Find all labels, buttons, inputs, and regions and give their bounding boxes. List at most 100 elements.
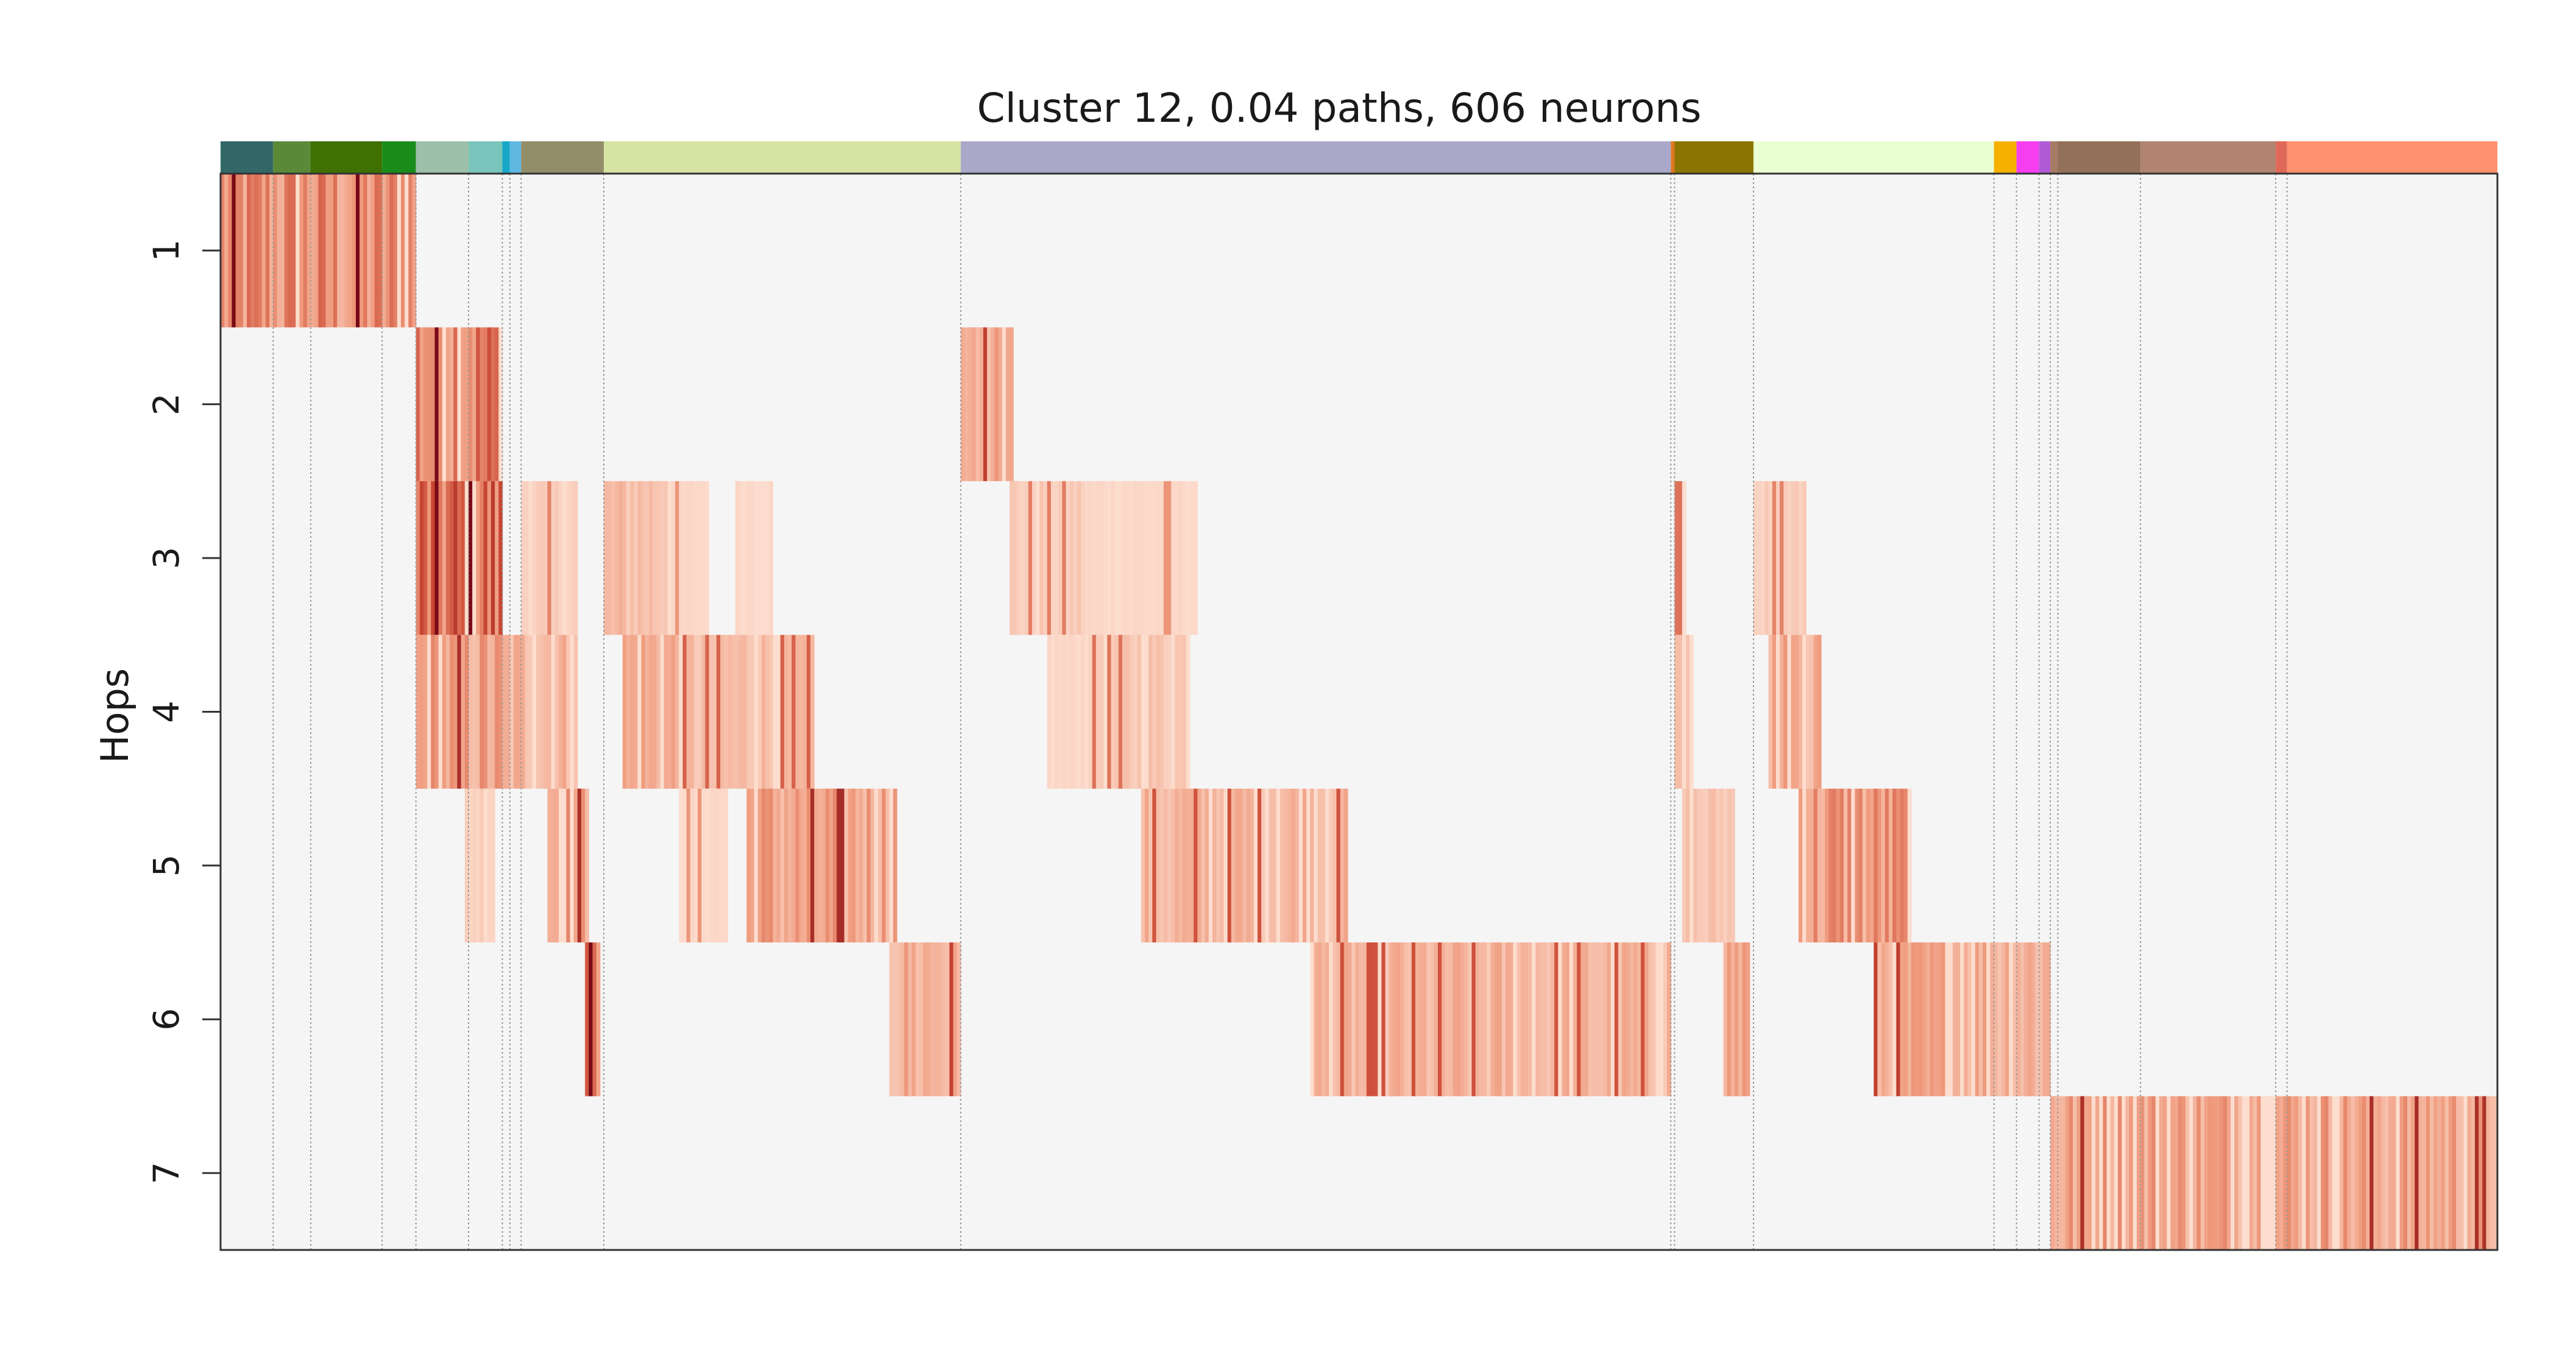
heatmap-cell — [2388, 1096, 2393, 1250]
heatmap-cell — [727, 635, 732, 789]
heatmap-cell — [1163, 635, 1168, 789]
heatmap-cell — [1310, 788, 1315, 943]
heatmap-cell — [2313, 1096, 2318, 1250]
heatmap-cell — [2245, 1096, 2250, 1250]
heatmap-cell — [1010, 327, 1014, 481]
heatmap-cell — [337, 174, 341, 328]
heatmap-cell — [1081, 635, 1085, 789]
heatmap-cell — [318, 174, 323, 328]
heatmap-cell — [762, 481, 766, 635]
heatmap-cell — [694, 788, 698, 943]
heatmap-cell — [1159, 635, 1164, 789]
heatmap-cell — [1716, 788, 1721, 943]
heatmap-cell — [1813, 788, 1818, 943]
heatmap-cell — [698, 635, 702, 789]
heatmap-cell — [1509, 942, 1513, 1096]
heatmap-cell — [585, 942, 589, 1096]
heatmap-cell — [1464, 942, 1468, 1096]
heatmap-cell — [311, 174, 315, 328]
heatmap-cell — [1239, 788, 1243, 943]
heatmap-cell — [469, 635, 473, 789]
heatmap-cell — [2095, 1096, 2100, 1250]
heatmap-cell — [1975, 942, 1980, 1096]
heatmap-cell — [2144, 1096, 2149, 1250]
heatmap-cell — [1190, 481, 1194, 635]
heatmap-cell — [2260, 1096, 2265, 1250]
group-segment — [2276, 141, 2287, 173]
heatmap-cell — [2129, 1096, 2134, 1250]
heatmap-cell — [1532, 942, 1536, 1096]
heatmap-cell — [754, 481, 759, 635]
heatmap-cell — [322, 174, 327, 328]
heatmap-cell — [878, 788, 882, 943]
heatmap-cell — [2114, 1096, 2118, 1250]
heatmap-cell — [1242, 788, 1247, 943]
heatmap-cell — [1787, 635, 1792, 789]
group-segment — [2058, 141, 2141, 173]
heatmap-cell — [1095, 481, 1100, 635]
heatmap-cell — [2253, 1096, 2257, 1250]
heatmap-cell — [1182, 788, 1187, 943]
heatmap-cell — [1648, 942, 1653, 1096]
heatmap-cell — [1100, 635, 1104, 789]
heatmap-cell — [1077, 635, 1081, 789]
heatmap-cell — [1847, 788, 1852, 943]
heatmap-cell — [682, 481, 687, 635]
heatmap-cell — [536, 635, 540, 789]
heatmap-cell — [228, 174, 233, 328]
heatmap-cell — [1577, 942, 1581, 1096]
heatmap-cell — [1599, 942, 1604, 1096]
heatmap-cell — [769, 635, 774, 789]
heatmap-cell — [739, 481, 743, 635]
heatmap-cell — [1062, 481, 1067, 635]
heatmap-cell — [469, 481, 473, 635]
heatmap-cell — [1614, 942, 1619, 1096]
heatmap-cell — [419, 481, 424, 635]
heatmap-cell — [469, 788, 473, 943]
heatmap-cell — [446, 635, 450, 789]
heatmap-cell — [1930, 942, 1934, 1096]
heatmap-cell — [1712, 788, 1716, 943]
heatmap-cell — [2103, 1096, 2107, 1250]
heatmap-cell — [784, 788, 788, 943]
heatmap-cell — [273, 174, 278, 328]
heatmap-cell — [2305, 1096, 2310, 1250]
heatmap-cell — [461, 327, 465, 481]
heatmap-cell — [641, 635, 646, 789]
heatmap-cell — [904, 942, 909, 1096]
heatmap-cell — [701, 481, 706, 635]
heatmap-cell — [573, 788, 578, 943]
heatmap-cell — [1351, 942, 1356, 1096]
heatmap-cell — [1167, 481, 1172, 635]
heatmap-cell — [1768, 481, 1773, 635]
heatmap-cell — [1941, 942, 1946, 1096]
y-tick-label: 3 — [146, 547, 187, 570]
heatmap-cell — [2193, 1096, 2198, 1250]
heatmap-cell — [2174, 1096, 2179, 1250]
heatmap-cell — [2212, 1096, 2217, 1250]
heatmap-cell — [2444, 1096, 2449, 1250]
heatmap-cell — [2031, 942, 2036, 1096]
heatmap-cell — [551, 635, 556, 789]
heatmap-cell — [2223, 1096, 2227, 1250]
heatmap-cell — [1050, 635, 1055, 789]
heatmap-cell — [1799, 788, 1803, 943]
heatmap-cell — [1727, 942, 1732, 1096]
heatmap-cell — [1678, 635, 1683, 789]
heatmap-cell — [1171, 788, 1175, 943]
heatmap-cell — [1343, 788, 1348, 943]
heatmap-cell — [1088, 481, 1093, 635]
heatmap-cell — [1911, 942, 1916, 1096]
group-segment — [1994, 141, 2017, 173]
heatmap-cell — [2403, 1096, 2408, 1250]
heatmap-cell — [2448, 1096, 2453, 1250]
heatmap-cell — [2347, 1096, 2352, 1250]
heatmap-cell — [1506, 942, 1510, 1096]
heatmap-cell — [754, 788, 759, 943]
heatmap-cell — [2151, 1096, 2156, 1250]
heatmap-cell — [750, 635, 755, 789]
heatmap-cell — [735, 635, 740, 789]
heatmap-cell — [2182, 1096, 2186, 1250]
heatmap-cell — [1175, 481, 1180, 635]
